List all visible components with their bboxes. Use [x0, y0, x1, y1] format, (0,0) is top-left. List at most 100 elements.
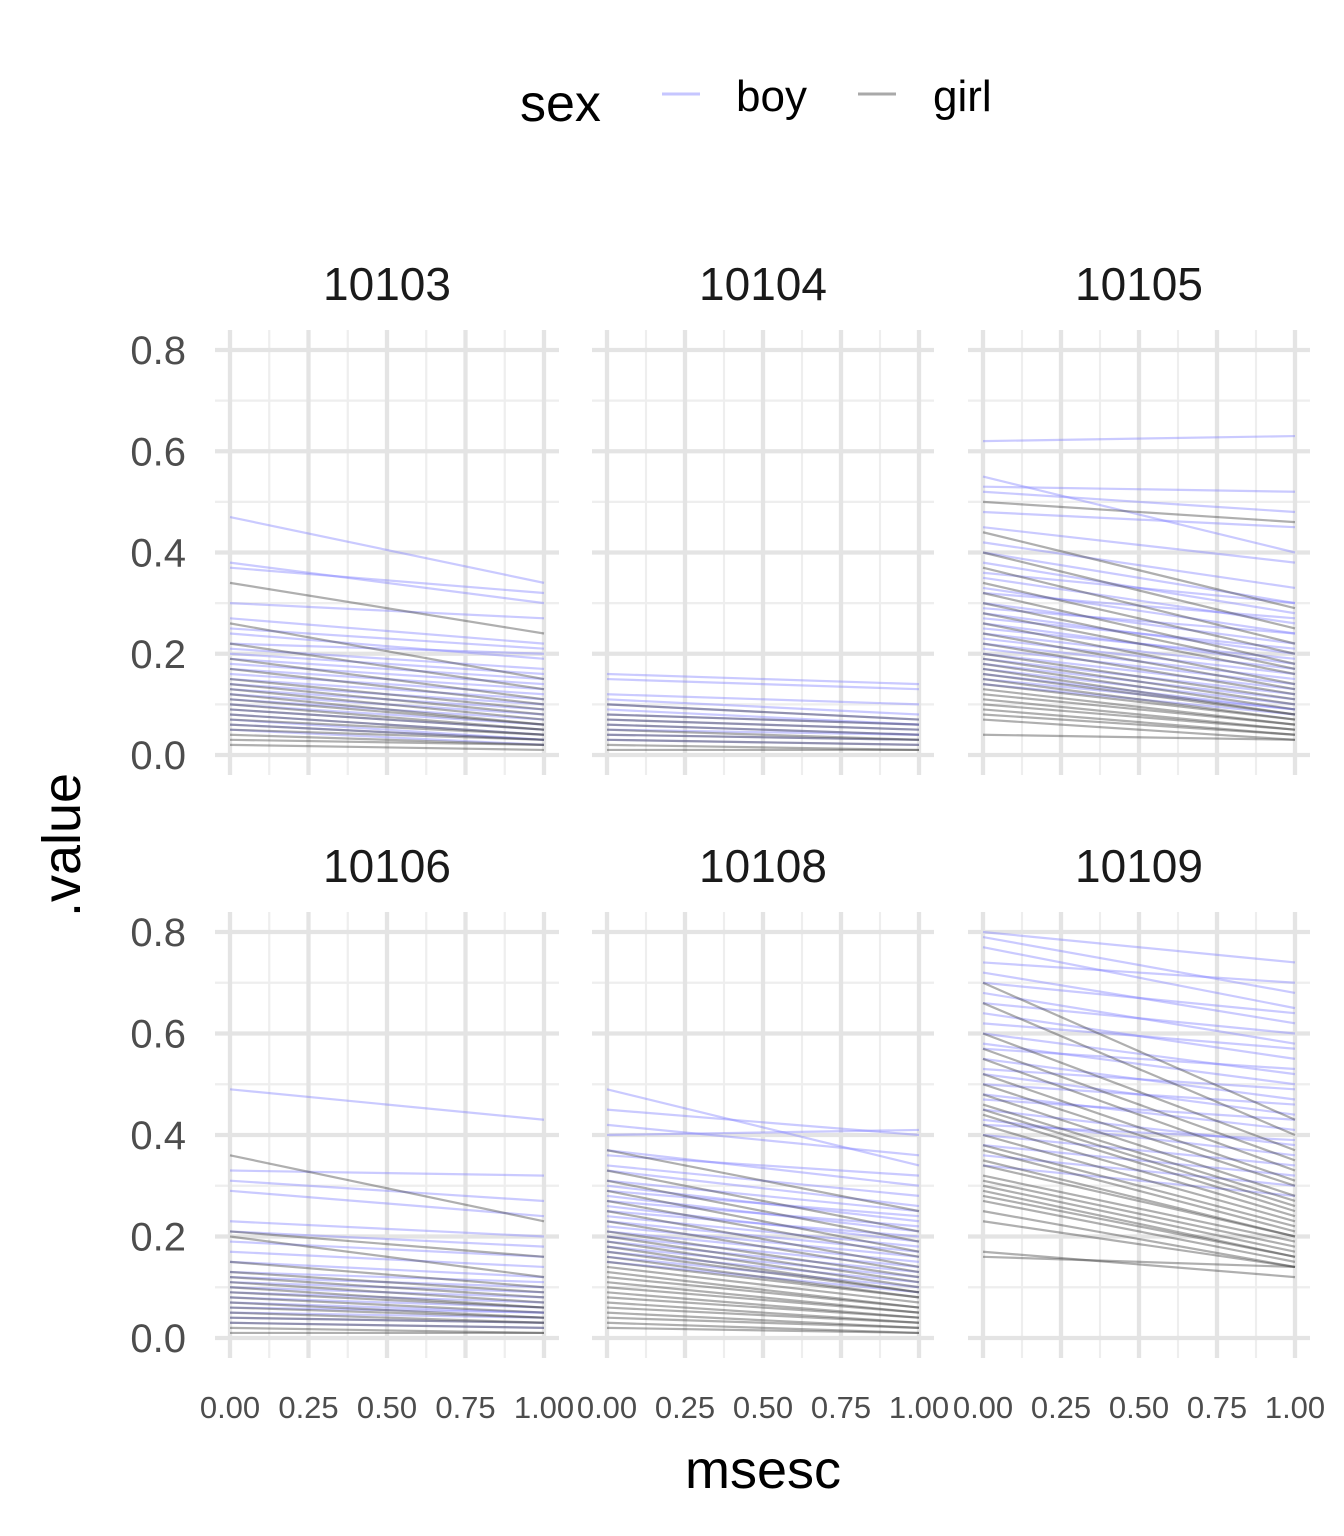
data-line-boy	[606, 1128, 920, 1137]
data-line-girl	[982, 1108, 1296, 1208]
y-tick-label: 0.6	[130, 1013, 186, 1057]
data-line-girl	[982, 1144, 1296, 1228]
x-tick-label: 0.25	[655, 1390, 715, 1425]
x-tick-label: 1.00	[1265, 1390, 1325, 1425]
data-line-girl	[982, 698, 1296, 731]
data-line-boy	[229, 1240, 545, 1258]
data-line-girl	[982, 531, 1296, 610]
series-girl	[982, 981, 1296, 1279]
x-tick-label: 0.75	[811, 1390, 871, 1425]
data-line-boy	[982, 1012, 1296, 1060]
series-boy	[229, 1088, 545, 1329]
data-line-boy	[982, 526, 1296, 564]
y-tick-label: 0.8	[130, 329, 186, 373]
data-line-boy	[982, 571, 1296, 605]
data-line-boy	[229, 1276, 545, 1289]
data-line-girl	[982, 1220, 1296, 1269]
data-line-boy	[229, 1169, 545, 1177]
data-line-boy	[606, 1245, 920, 1279]
data-line-boy	[606, 1255, 920, 1289]
data-line-boy	[606, 718, 920, 731]
data-line-boy	[982, 612, 1296, 655]
data-line-boy	[982, 1123, 1296, 1142]
data-line-boy	[982, 672, 1296, 711]
data-line-girl	[606, 1306, 920, 1324]
data-line-girl	[982, 1047, 1296, 1162]
y-tick-label: 0.0	[130, 1317, 186, 1361]
data-line-girl	[229, 688, 545, 721]
data-line-girl	[982, 672, 1296, 716]
data-line-girl	[229, 1296, 545, 1314]
x-tick-label: 1.00	[514, 1390, 574, 1425]
data-line-girl	[982, 1002, 1296, 1137]
data-line-girl	[982, 718, 1296, 741]
data-line-girl	[606, 1169, 920, 1233]
data-line-girl	[229, 1154, 545, 1223]
data-line-girl	[229, 1270, 545, 1294]
data-line-boy	[606, 672, 920, 686]
data-line-boy	[982, 591, 1296, 620]
series-boy	[982, 434, 1296, 716]
data-line-girl	[982, 581, 1296, 655]
data-line-girl	[229, 657, 545, 701]
data-line-girl	[606, 1286, 920, 1314]
data-line-girl	[982, 632, 1296, 691]
data-line-girl	[229, 698, 545, 726]
data-line-boy	[982, 475, 1296, 554]
data-line-girl	[606, 728, 920, 741]
data-line-girl	[982, 662, 1296, 711]
data-line-girl	[982, 642, 1296, 696]
data-line-boy	[982, 1073, 1296, 1116]
data-line-girl	[229, 1281, 545, 1304]
x-tick-label: 0.50	[1109, 1390, 1169, 1425]
data-line-boy	[606, 1225, 920, 1258]
data-line-boy	[982, 1047, 1296, 1071]
data-line-boy	[606, 728, 920, 736]
data-line-girl	[606, 1199, 920, 1258]
data-line-boy	[982, 561, 1296, 615]
data-line-girl	[229, 743, 545, 752]
data-line-girl	[982, 693, 1296, 726]
data-line-girl	[606, 1281, 920, 1314]
data-line-girl	[606, 1270, 920, 1309]
data-line-girl	[229, 1260, 545, 1289]
data-line-boy	[229, 703, 545, 726]
data-line-boy	[982, 541, 1296, 590]
data-line-boy	[606, 1215, 920, 1248]
data-line-boy	[229, 723, 545, 741]
x-axis-title: msesc	[685, 1440, 841, 1500]
data-line-boy	[229, 1311, 545, 1319]
data-line-boy	[982, 622, 1296, 665]
data-line-girl	[982, 1164, 1296, 1238]
data-line-girl	[229, 1230, 545, 1258]
data-line-boy	[229, 561, 545, 605]
data-line-boy	[229, 1291, 545, 1304]
data-line-boy	[229, 652, 545, 676]
data-line-girl	[229, 1291, 545, 1309]
data-line-boy	[982, 627, 1296, 660]
data-line-girl	[982, 667, 1296, 716]
data-line-boy	[982, 607, 1296, 635]
data-line-boy	[982, 667, 1296, 706]
data-line-boy	[229, 515, 545, 584]
panel-10103: 10103 0.0 0.2 0.4 0.6 0.8	[130, 258, 559, 778]
data-line-girl	[982, 1194, 1296, 1258]
y-tick-label: 0.4	[130, 1114, 186, 1158]
series-boy	[982, 930, 1296, 1197]
data-line-boy	[982, 617, 1296, 650]
data-line-boy	[982, 981, 1296, 1015]
data-line-boy	[229, 642, 545, 655]
data-line-girl	[606, 1235, 920, 1284]
data-line-boy	[606, 1210, 920, 1238]
data-line-boy	[982, 935, 1296, 994]
data-line-boy	[982, 1057, 1296, 1101]
data-line-girl	[982, 708, 1296, 736]
data-line-girl	[229, 728, 545, 741]
x-tick-label: 0.75	[1187, 1390, 1247, 1425]
data-line-girl	[606, 713, 920, 726]
panel-10104: 10104	[592, 258, 934, 775]
data-line-girl	[606, 1179, 920, 1243]
data-line-girl	[606, 1245, 920, 1294]
data-line-girl	[229, 713, 545, 736]
